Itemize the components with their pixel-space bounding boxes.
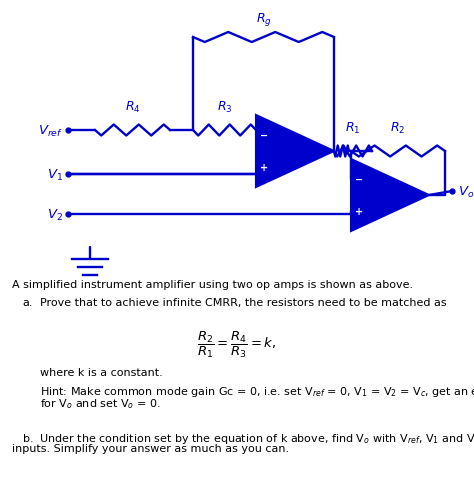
Text: where k is a constant.: where k is a constant.	[40, 367, 163, 377]
Text: Hint: Make common mode gain Gc = 0, i.e. set V$_{ref}$ = 0, V$_1$ = V$_2$ = V$_c: Hint: Make common mode gain Gc = 0, i.e.…	[40, 384, 474, 398]
Text: $\mathit{R_g}$: $\mathit{R_g}$	[255, 11, 272, 28]
Polygon shape	[351, 160, 429, 231]
Text: $\mathit{R_3}$: $\mathit{R_3}$	[217, 100, 232, 115]
Text: A simplified instrument amplifier using two op amps is shown as above.: A simplified instrument amplifier using …	[12, 280, 413, 289]
Text: a.: a.	[22, 297, 33, 307]
Text: −: −	[355, 175, 363, 185]
Text: $\mathit{V_2}$: $\mathit{V_2}$	[47, 207, 63, 222]
Text: Prove that to achieve infinite CMRR, the resistors need to be matched as: Prove that to achieve infinite CMRR, the…	[40, 297, 447, 307]
Text: for V$_o$ and set V$_o$ = 0.: for V$_o$ and set V$_o$ = 0.	[40, 396, 161, 410]
Text: b.  Under the condition set by the equation of k above, find V$_o$ with V$_{ref}: b. Under the condition set by the equati…	[22, 431, 474, 445]
Text: −: −	[260, 131, 268, 141]
Text: $\mathit{R_4}$: $\mathit{R_4}$	[125, 100, 140, 115]
Text: inputs. Simplify your answer as much as you can.: inputs. Simplify your answer as much as …	[12, 443, 289, 453]
Polygon shape	[256, 116, 334, 187]
Text: +: +	[355, 206, 363, 216]
Text: $\mathit{V_{ref}}$: $\mathit{V_{ref}}$	[38, 123, 63, 138]
Text: $\dfrac{R_2}{R_1} = \dfrac{R_4}{R_3} = k,$: $\dfrac{R_2}{R_1} = \dfrac{R_4}{R_3} = k…	[197, 329, 277, 360]
Text: $\mathit{R_2}$: $\mathit{R_2}$	[391, 121, 406, 136]
Text: $\mathit{V_1}$: $\mathit{V_1}$	[47, 167, 63, 182]
Text: $\mathit{V_o}$: $\mathit{V_o}$	[458, 184, 474, 199]
Text: +: +	[260, 163, 268, 172]
Text: $\mathit{R_1}$: $\mathit{R_1}$	[345, 121, 361, 136]
